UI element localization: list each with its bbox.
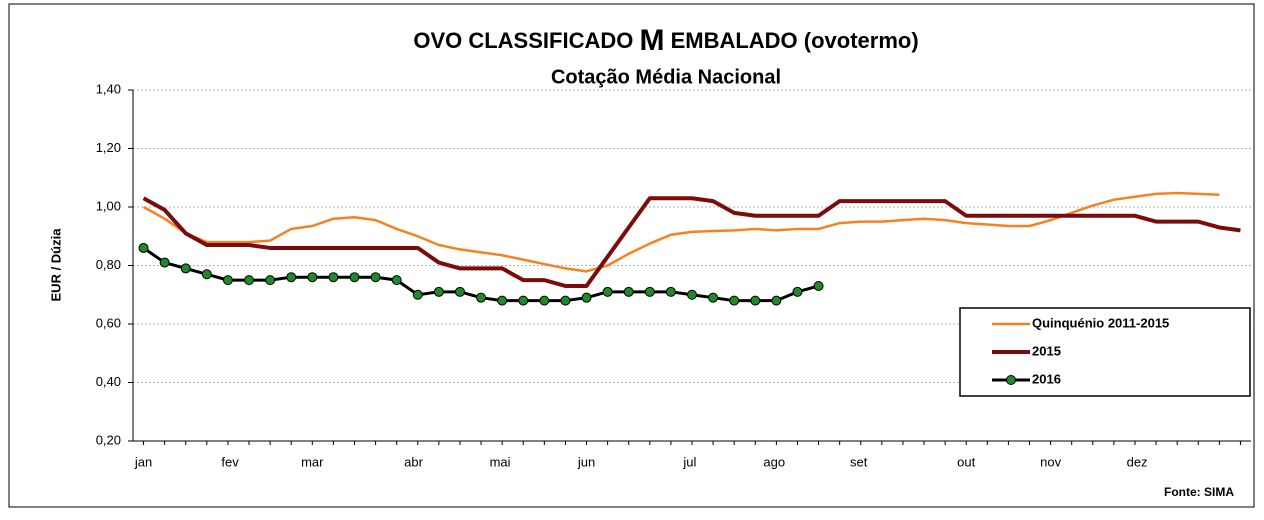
series-line <box>142 196 1241 288</box>
data-point <box>518 295 529 306</box>
data-point <box>391 275 402 286</box>
data-point <box>623 286 634 297</box>
data-point <box>792 286 803 297</box>
y-tick-label: 0,60 <box>96 315 121 330</box>
title-part: OVO CLASSIFICADO <box>413 28 639 53</box>
data-point <box>687 289 697 300</box>
legend-marker <box>1006 375 1016 385</box>
x-tick-label: out <box>957 454 975 469</box>
legend-label: 2015 <box>1032 343 1061 358</box>
data-point <box>581 292 592 303</box>
x-tick-label: dez <box>1127 454 1148 469</box>
x-tick-label: abr <box>404 454 423 469</box>
y-axis-label: EUR / Dúzia <box>48 228 63 302</box>
data-point <box>497 295 508 306</box>
data-point <box>813 280 824 291</box>
data-point <box>265 275 276 286</box>
data-point <box>138 242 149 253</box>
data-point <box>222 275 233 286</box>
x-tick-label: ago <box>763 454 785 469</box>
data-point <box>560 295 571 306</box>
x-tick-label: jan <box>134 454 152 469</box>
data-point <box>201 269 212 280</box>
data-point <box>729 295 740 306</box>
data-point <box>454 286 465 297</box>
series-line <box>142 191 1220 273</box>
data-point <box>307 272 318 283</box>
data-point <box>750 295 761 306</box>
data-point <box>602 286 613 297</box>
y-tick-label: 0,40 <box>96 374 121 389</box>
data-point <box>349 272 360 283</box>
data-point <box>476 292 487 303</box>
data-point <box>644 286 655 297</box>
data-point <box>433 286 444 297</box>
data-point <box>328 272 339 283</box>
x-tick-label: set <box>850 454 868 469</box>
y-tick-label: 1,40 <box>96 81 121 96</box>
x-tick-label: jun <box>577 454 595 469</box>
data-point <box>412 289 423 300</box>
title-part: EMBALADO (ovotermo) <box>664 28 918 53</box>
data-point <box>665 286 676 297</box>
data-point <box>159 257 170 268</box>
chart-subtitle: Cotação Média Nacional <box>551 66 781 88</box>
x-tick-label: mai <box>490 454 511 469</box>
y-tick-label: 1,00 <box>96 198 121 213</box>
data-point <box>370 272 381 283</box>
data-point <box>244 275 255 286</box>
legend-label: 2016 <box>1032 371 1061 386</box>
x-tick-label: jul <box>682 454 696 469</box>
legend-label: Quinquénio 2011-2015 <box>1032 315 1169 330</box>
source-note: Fonte: SIMA <box>1164 485 1234 499</box>
y-tick-label: 0,20 <box>96 432 121 447</box>
x-tick-label: mar <box>301 454 324 469</box>
x-tick-label: nov <box>1040 454 1061 469</box>
data-point <box>286 272 297 283</box>
title-part: M <box>639 24 664 57</box>
y-tick-label: 1,20 <box>96 140 121 155</box>
y-tick-label: 0,80 <box>96 257 121 272</box>
x-tick-label: fev <box>221 454 239 469</box>
data-point <box>771 295 782 306</box>
data-point <box>539 295 550 306</box>
chart-title: OVO CLASSIFICADO M EMBALADO (ovotermo) <box>413 24 918 57</box>
data-point <box>708 292 719 303</box>
data-point <box>180 263 191 274</box>
chart-border <box>8 3 1255 508</box>
